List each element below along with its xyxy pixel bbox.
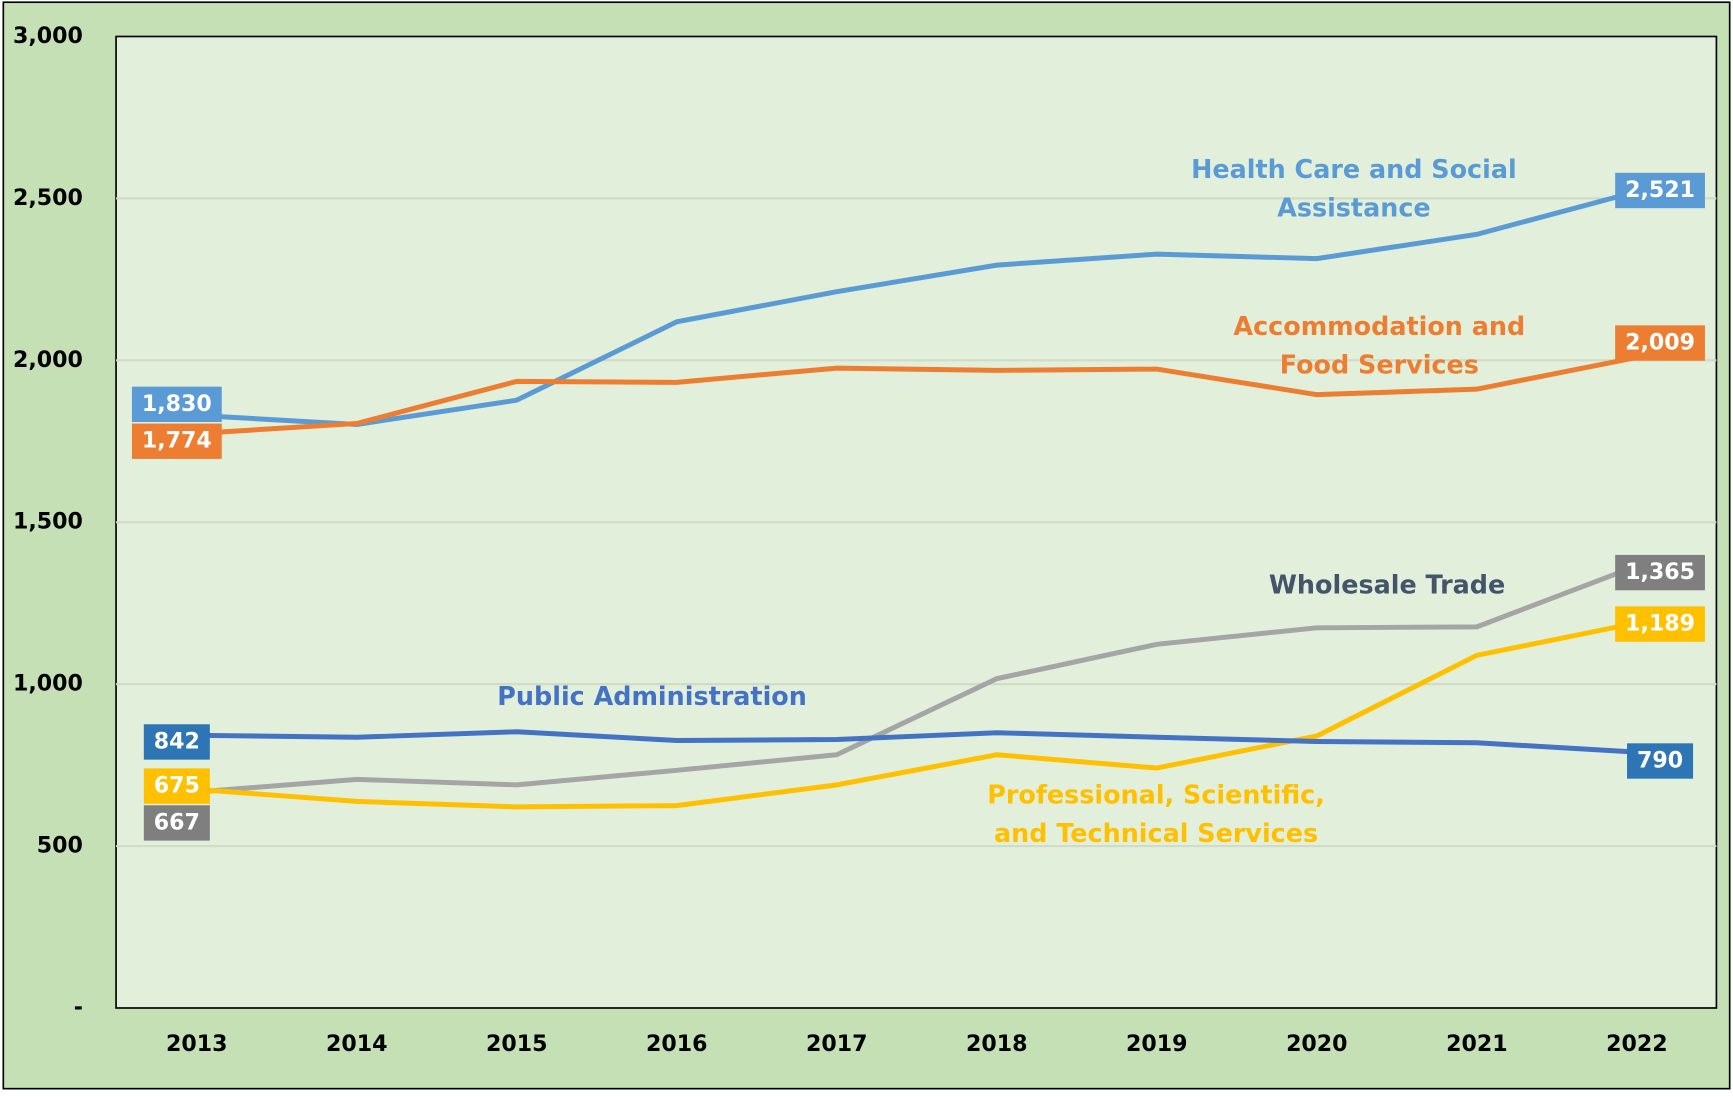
x-tick-label: 2022	[1606, 1031, 1667, 1057]
data-label-text: 675	[154, 773, 200, 799]
data-label-box	[143, 768, 210, 804]
x-tick-label: 2021	[1446, 1031, 1508, 1057]
series-name-box: Health Care and Social Assistance	[1191, 155, 1517, 224]
x-tick-label: 2019	[1126, 1031, 1188, 1057]
data-label-text: 842	[154, 728, 200, 754]
series-line	[196, 620, 1638, 810]
y-tick-label: 3,000	[13, 23, 83, 49]
series-line	[196, 189, 1638, 427]
series-name-box: Wholesale Trade	[1268, 571, 1506, 601]
data-label-box	[143, 724, 210, 760]
data-label: 1,830	[131, 386, 222, 423]
y-tick-label: -	[74, 994, 83, 1020]
series-name: Public Administration	[497, 683, 807, 712]
data-label: 842	[143, 724, 210, 760]
data-label: 1,365	[1615, 554, 1705, 591]
series-line	[196, 563, 1638, 795]
data-label-text: 1,830	[142, 391, 212, 417]
data-label-text: 790	[1637, 748, 1683, 774]
data-label: 675	[143, 768, 210, 804]
series-name-box: Accommodation and Food Services	[1233, 312, 1526, 381]
data-label-text: 1,189	[1625, 611, 1695, 637]
x-tick-label: 2017	[806, 1031, 867, 1057]
x-tick-label: 2018	[966, 1031, 1028, 1057]
series-name: Health Care and Social Assistance	[1191, 155, 1517, 224]
data-label-box	[143, 805, 210, 841]
data-label-box	[131, 386, 222, 423]
y-tick-label: 2,500	[13, 185, 83, 211]
series-name: Accommodation and Food Services	[1233, 312, 1526, 381]
data-label: 2,009	[1615, 325, 1705, 361]
data-label-text: 667	[154, 809, 200, 835]
data-label-box	[1627, 743, 1694, 779]
data-label-box	[131, 423, 222, 459]
data-label: 667	[143, 805, 210, 841]
data-label-box	[1615, 172, 1705, 209]
series-name-box: Professional, Scientific, and Technical …	[987, 781, 1325, 849]
series-name: Professional, Scientific, and Technical …	[987, 781, 1325, 849]
series-line	[196, 729, 1637, 755]
x-tick-label: 2020	[1286, 1031, 1348, 1057]
data-label: 2,521	[1615, 172, 1705, 209]
data-label-box	[1615, 325, 1705, 361]
grid	[116, 197, 1717, 848]
y-tick-label: 2,000	[13, 347, 83, 373]
data-label-text: 1,365	[1625, 559, 1695, 585]
data-label-box	[1615, 554, 1705, 591]
x-tick-label: 2016	[646, 1031, 707, 1057]
y-tick-label: 500	[37, 833, 83, 859]
data-label-box	[1615, 606, 1705, 642]
x-tick-label: 2013	[166, 1031, 228, 1057]
series-line	[196, 354, 1638, 436]
data-label: 1,189	[1615, 606, 1705, 642]
data-label: 1,774	[131, 423, 222, 459]
data-label-text: 2,009	[1625, 330, 1695, 356]
data-label: 790	[1627, 743, 1694, 779]
x-tick-label: 2015	[486, 1031, 548, 1057]
y-tick-label: 1,000	[13, 671, 83, 697]
x-tick-label: 2014	[326, 1031, 387, 1057]
y-tick-label: 1,500	[13, 509, 83, 535]
data-label-text: 2,521	[1625, 177, 1695, 203]
series-name-box: Public Administration	[497, 683, 807, 712]
data-label-text: 1,774	[142, 428, 212, 454]
series-name: Wholesale Trade	[1268, 571, 1506, 601]
